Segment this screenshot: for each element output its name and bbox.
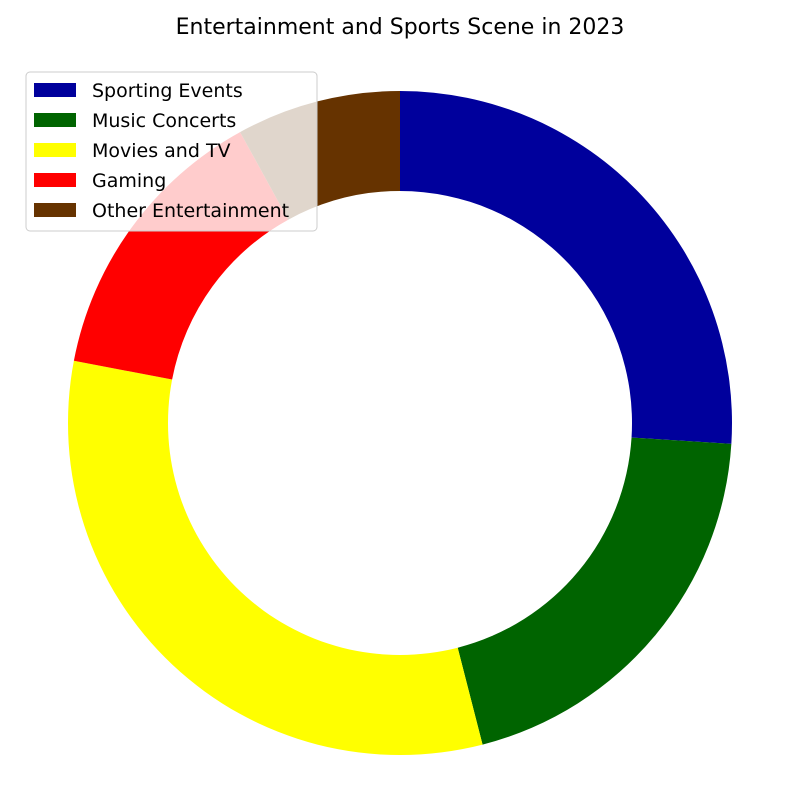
legend-swatch [34,203,76,217]
chart-legend: Sporting Events Music Concerts Movies and … [25,71,318,232]
legend-items: Sporting Events Music Concerts Movies and … [34,80,289,222]
slice-movies-and-tv [67,360,483,755]
legend-swatch [34,173,76,187]
legend-label: Music Concerts [92,110,236,132]
legend-label: Sporting Events [92,80,243,102]
legend-swatch [34,143,76,157]
legend-swatch [34,83,76,97]
legend-swatch [34,113,76,127]
slice-sporting-events [400,91,732,444]
legend-frame [25,71,318,232]
chart-title: Entertainment and Sports Scene in 2023 [176,15,625,40]
legend-label: Other Entertainment [92,200,289,222]
slice-music-concerts [457,437,732,745]
legend-label: Gaming [92,170,166,192]
legend-label: Movies and TV [92,140,231,162]
